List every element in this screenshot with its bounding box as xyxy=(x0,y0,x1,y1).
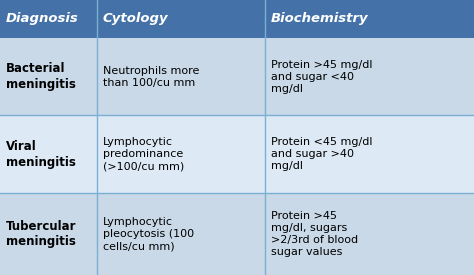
Bar xyxy=(0,116,97,193)
Bar xyxy=(97,0,265,38)
Text: Lymphocytic
predominance
(>100/cu mm): Lymphocytic predominance (>100/cu mm) xyxy=(103,137,184,171)
Bar xyxy=(265,116,474,193)
Bar xyxy=(97,116,265,193)
Text: Protein >45 mg/dl
and sugar <40
mg/dl: Protein >45 mg/dl and sugar <40 mg/dl xyxy=(271,60,373,94)
Bar xyxy=(0,0,97,38)
Bar xyxy=(97,38,265,116)
Text: Neutrophils more
than 100/cu mm: Neutrophils more than 100/cu mm xyxy=(103,66,199,88)
Bar xyxy=(265,0,474,38)
Text: Protein <45 mg/dl
and sugar >40
mg/dl: Protein <45 mg/dl and sugar >40 mg/dl xyxy=(271,137,373,171)
Bar xyxy=(0,193,97,275)
Text: Lymphocytic
pleocytosis (100
cells/cu mm): Lymphocytic pleocytosis (100 cells/cu mm… xyxy=(103,217,194,251)
Bar xyxy=(97,193,265,275)
Bar xyxy=(0,38,97,116)
Text: Diagnosis: Diagnosis xyxy=(6,12,78,26)
Text: Bacterial
meningitis: Bacterial meningitis xyxy=(6,62,75,91)
Bar xyxy=(265,38,474,116)
Text: Cytology: Cytology xyxy=(103,12,168,26)
Text: Biochemistry: Biochemistry xyxy=(271,12,369,26)
Text: Viral
meningitis: Viral meningitis xyxy=(6,140,75,169)
Bar xyxy=(265,193,474,275)
Text: Protein >45
mg/dl, sugars
>2/3rd of blood
sugar values: Protein >45 mg/dl, sugars >2/3rd of bloo… xyxy=(271,211,358,257)
Text: Tubercular
meningitis: Tubercular meningitis xyxy=(6,220,76,248)
